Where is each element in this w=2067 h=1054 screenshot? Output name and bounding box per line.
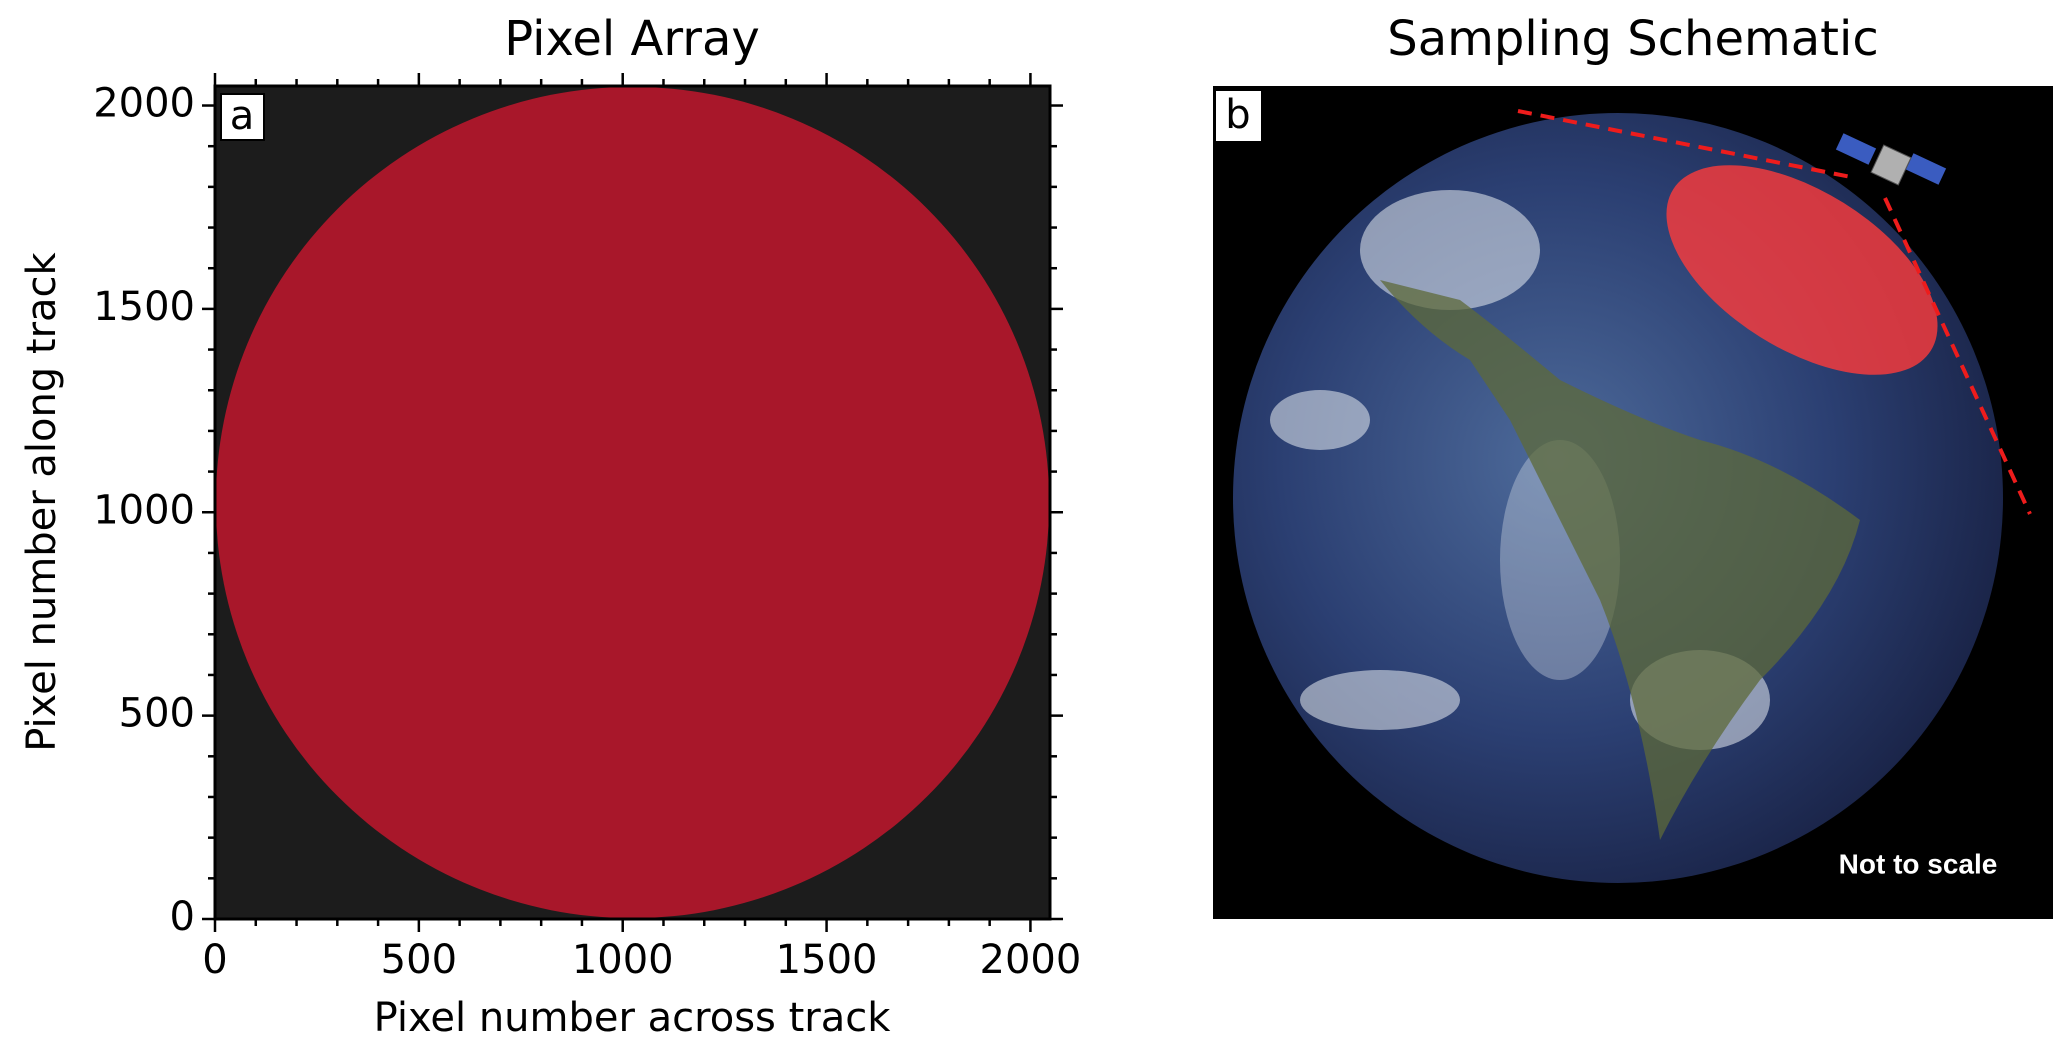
- panel-b-label: b: [1225, 92, 1250, 138]
- view-lines: [1517, 109, 2032, 515]
- panel-a-label: a: [230, 93, 255, 139]
- x-tick-label: 1500: [776, 937, 878, 983]
- land: [1380, 280, 1860, 840]
- y-tick-label: 2000: [93, 81, 195, 127]
- plot-area: 0 500 1000 1500 2000 0 500 1000 1500 2000 a: [93, 73, 1081, 983]
- y-tick-label: 500: [119, 691, 195, 737]
- y-tick-label: 0: [170, 894, 195, 940]
- note: Not to scale: [1839, 848, 1998, 879]
- satellite: [1835, 133, 1947, 186]
- y-tick-label: 1500: [93, 284, 195, 330]
- x-tick-label: 0: [202, 937, 227, 983]
- panel-b-label-box: [1214, 89, 1263, 143]
- x-tick-label: 500: [381, 937, 457, 983]
- x-tick-label: 1000: [572, 937, 674, 983]
- plot-frame: [213, 84, 1052, 921]
- panel-a-label-box: [220, 93, 265, 141]
- y-axis-label: Pixel number along track: [19, 251, 65, 751]
- panel-b-title: Sampling Schematic: [1387, 11, 1878, 67]
- x-tick-label: 2000: [980, 937, 1082, 983]
- sampled-area: [1666, 165, 1938, 375]
- disk: [215, 86, 1050, 919]
- y-tick-label: 1000: [93, 487, 195, 533]
- panel-a-title: Pixel Array: [504, 11, 760, 67]
- x-axis-label: Pixel number across track: [374, 995, 892, 1041]
